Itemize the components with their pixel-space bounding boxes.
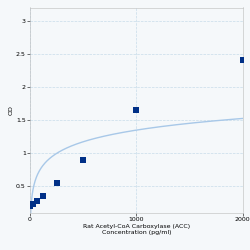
Point <box>134 108 138 112</box>
Point <box>54 181 58 185</box>
Point <box>41 194 45 198</box>
Point <box>31 202 35 206</box>
Point <box>240 58 244 62</box>
Point <box>35 199 39 203</box>
Point <box>81 158 85 162</box>
Y-axis label: OD: OD <box>8 105 13 115</box>
Point <box>28 204 32 208</box>
X-axis label: Rat Acetyl-CoA Carboxylase (ACC)
Concentration (pg/ml): Rat Acetyl-CoA Carboxylase (ACC) Concent… <box>83 224 190 235</box>
